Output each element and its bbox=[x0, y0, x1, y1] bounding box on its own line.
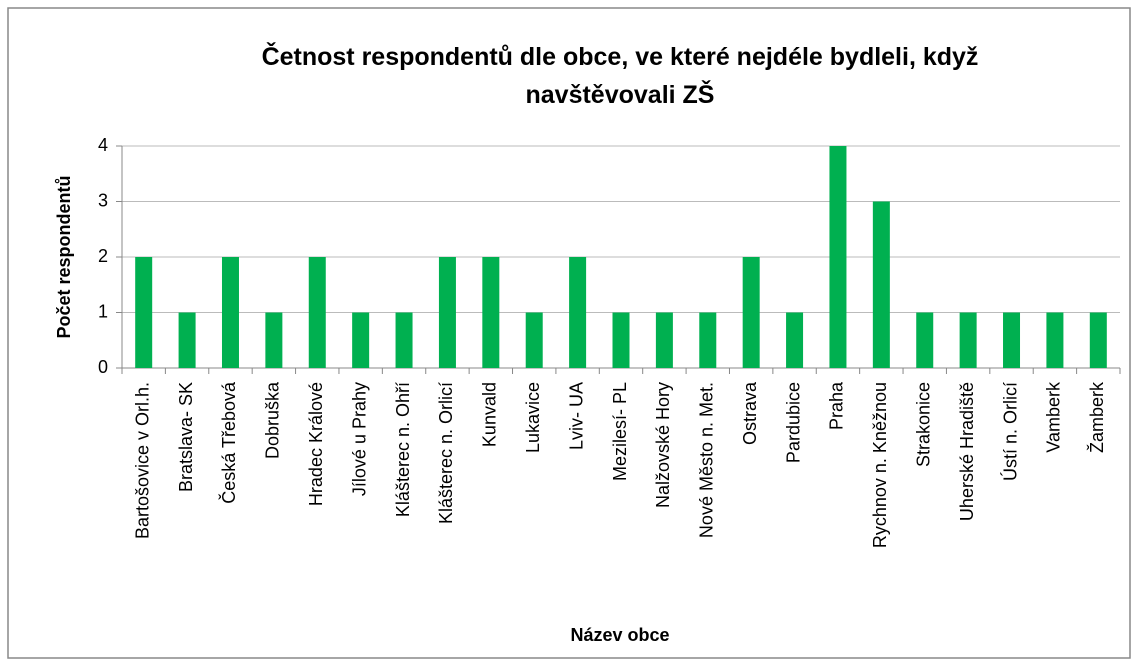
y-tick-label: 3 bbox=[98, 190, 108, 210]
y-axis-label: Počet respondentů bbox=[54, 175, 74, 338]
bar bbox=[742, 257, 760, 368]
x-tick-label: Česká Třebová bbox=[218, 381, 239, 504]
bar bbox=[308, 257, 326, 368]
x-axis-label: Název obce bbox=[570, 625, 669, 645]
bar bbox=[265, 312, 283, 368]
x-tick-label: Uherské Hradiště bbox=[957, 382, 977, 521]
y-tick-label: 1 bbox=[98, 301, 108, 321]
bar bbox=[612, 312, 630, 368]
x-tick-label: Lukavice bbox=[523, 382, 543, 453]
bar bbox=[1003, 312, 1021, 368]
x-tick-label: Klášterec n. Ohří bbox=[393, 382, 413, 517]
bar bbox=[699, 312, 717, 368]
bar bbox=[959, 312, 977, 368]
x-tick-label: Hradec Králové bbox=[306, 382, 326, 506]
y-tick-label: 4 bbox=[98, 135, 108, 155]
bar bbox=[569, 257, 587, 368]
bar bbox=[1089, 312, 1107, 368]
x-tick-label: Nalžovské Hory bbox=[653, 382, 673, 508]
bar bbox=[829, 146, 847, 368]
x-tick-label: Klášterec n. Orlicí bbox=[436, 382, 456, 524]
bar bbox=[482, 257, 500, 368]
bar bbox=[786, 312, 804, 368]
x-tick-label: Bartošovice v Orl.h. bbox=[132, 382, 152, 539]
x-tick-label: Nové Město n. Met. bbox=[697, 382, 717, 538]
bar bbox=[872, 201, 890, 368]
bar bbox=[395, 312, 413, 368]
x-tick-label: Kunvald bbox=[480, 382, 500, 447]
bar bbox=[352, 312, 370, 368]
chart-title: Četnost respondentů dle obce, ve které n… bbox=[261, 43, 979, 109]
x-tick-label: Rychnov n. Kněžnou bbox=[870, 382, 890, 548]
x-tick-label: Vamberk bbox=[1044, 381, 1064, 453]
x-tick-label: Strakonice bbox=[913, 382, 933, 467]
x-tick-label: Pardubice bbox=[783, 382, 803, 463]
x-tick-label: Lviv- UA bbox=[566, 382, 586, 450]
bar bbox=[135, 257, 153, 368]
x-tick-label: Ústí n. Orlicí bbox=[999, 382, 1020, 481]
bar bbox=[178, 312, 196, 368]
x-tick-label: Praha bbox=[827, 381, 847, 430]
x-tick-label: Žamberk bbox=[1087, 381, 1107, 453]
x-tick-label: Bratslava- SK bbox=[176, 382, 196, 492]
bar bbox=[438, 257, 456, 368]
x-tick-label: Jílové u Prahy bbox=[349, 382, 369, 496]
x-tick-label: Ostrava bbox=[740, 381, 760, 445]
bar bbox=[525, 312, 543, 368]
bar bbox=[1046, 312, 1064, 368]
x-tick-label: Mezilesí- PL bbox=[610, 382, 630, 481]
bar bbox=[916, 312, 934, 368]
y-tick-label: 2 bbox=[98, 246, 108, 266]
x-tick-label: Dobruška bbox=[263, 381, 283, 459]
bar bbox=[655, 312, 673, 368]
bar bbox=[221, 257, 239, 368]
y-tick-label: 0 bbox=[98, 357, 108, 377]
